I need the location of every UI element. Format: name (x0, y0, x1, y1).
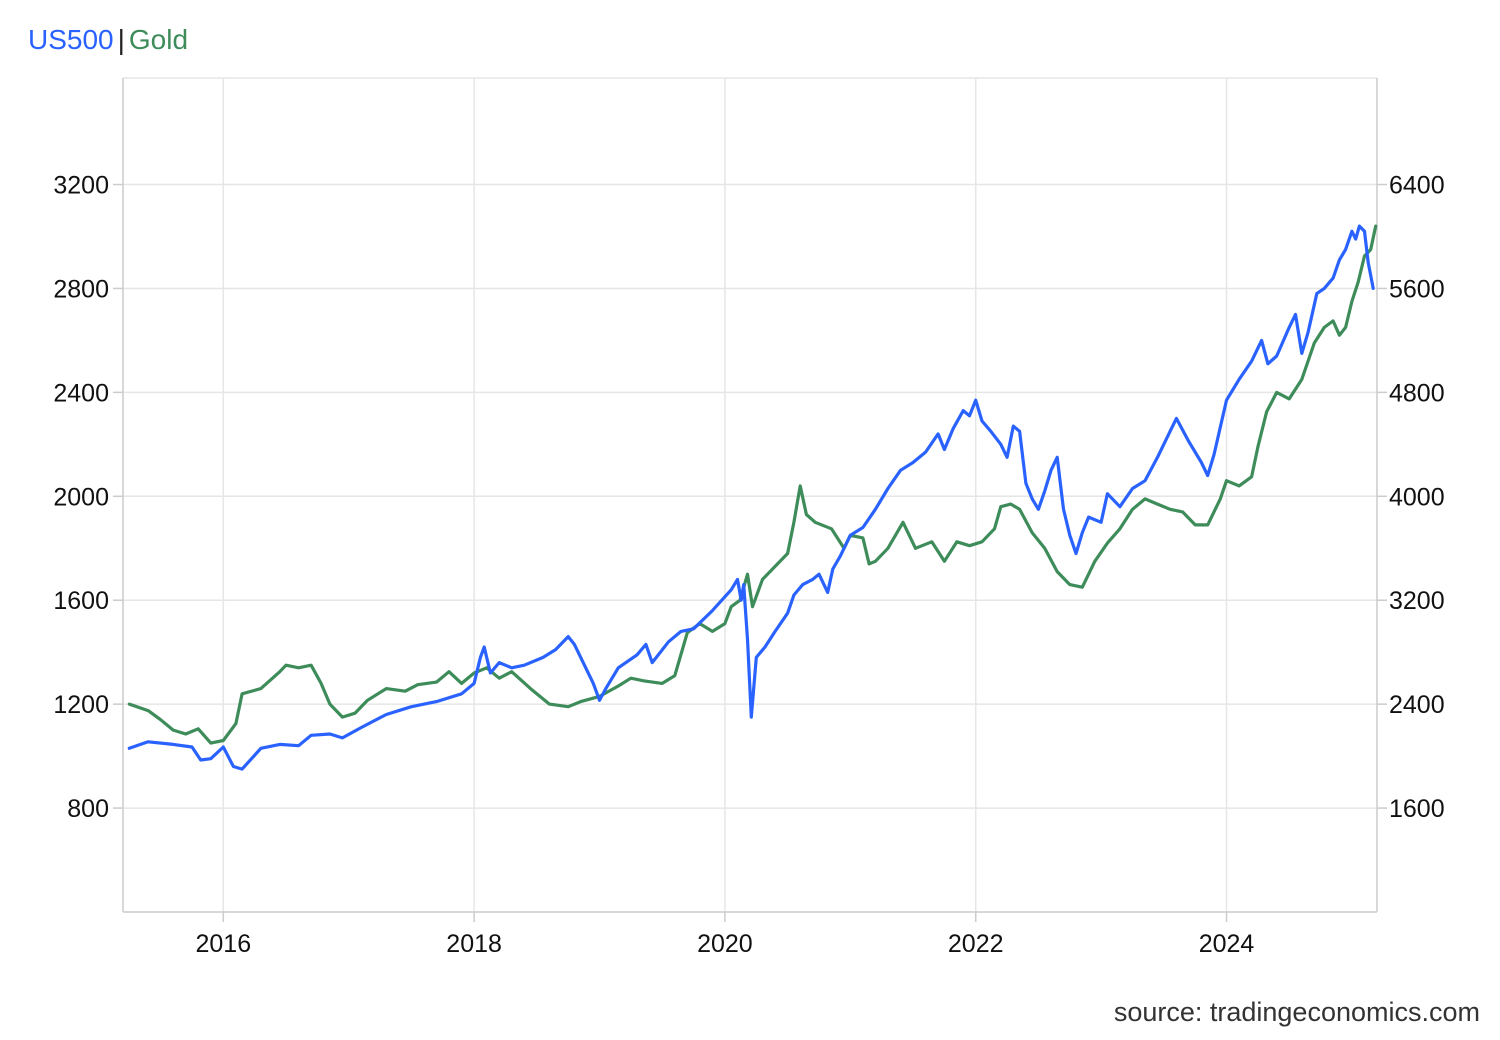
x-tick-label: 2016 (196, 930, 252, 958)
y-right-tick-label: 4800 (1389, 379, 1445, 407)
x-tick-label: 2020 (697, 930, 753, 958)
y-right-tick-label: 6400 (1389, 172, 1445, 200)
series-line-gold (127, 224, 1378, 745)
grid-lines (123, 77, 1377, 912)
legend-us500[interactable]: US500 (28, 24, 114, 55)
y-left-tick-label: 800 (67, 795, 109, 823)
legend-gold[interactable]: Gold (128, 24, 189, 55)
legend-separator: | (117, 24, 125, 55)
y-left-tick-label: 2400 (53, 379, 109, 407)
x-tick-label: 2018 (446, 930, 502, 958)
y-left-tick-label: 1200 (53, 691, 109, 719)
y-right-tick-label: 3200 (1389, 587, 1445, 615)
axes (113, 78, 1387, 922)
x-tick-label: 2024 (1199, 930, 1255, 958)
chart-legend: US500 | Gold (28, 22, 188, 58)
y-right-tick-label: 2400 (1389, 691, 1445, 719)
x-tick-label: 2022 (948, 930, 1004, 958)
y-left-tick-labels: 800 1200 1600 2000 2400 2800 3200 (53, 172, 109, 824)
y-left-tick-label: 2800 (53, 275, 109, 303)
y-left-tick-label: 3200 (53, 172, 109, 200)
y-right-tick-label: 4000 (1389, 483, 1445, 511)
y-right-tick-labels: 1600 2400 3200 4000 4800 5600 6400 (1389, 172, 1445, 824)
y-left-tick-label: 1600 (53, 587, 109, 615)
series-line-us500 (127, 224, 1375, 771)
source-label: source: tradingeconomics.com (1113, 997, 1480, 1027)
y-left-tick-label: 2000 (53, 483, 109, 511)
x-tick-labels: 2016 2018 2020 2022 2024 (196, 930, 1255, 958)
series-lines (127, 224, 1378, 771)
y-right-tick-label: 5600 (1389, 275, 1445, 303)
y-right-tick-label: 1600 (1389, 795, 1445, 823)
